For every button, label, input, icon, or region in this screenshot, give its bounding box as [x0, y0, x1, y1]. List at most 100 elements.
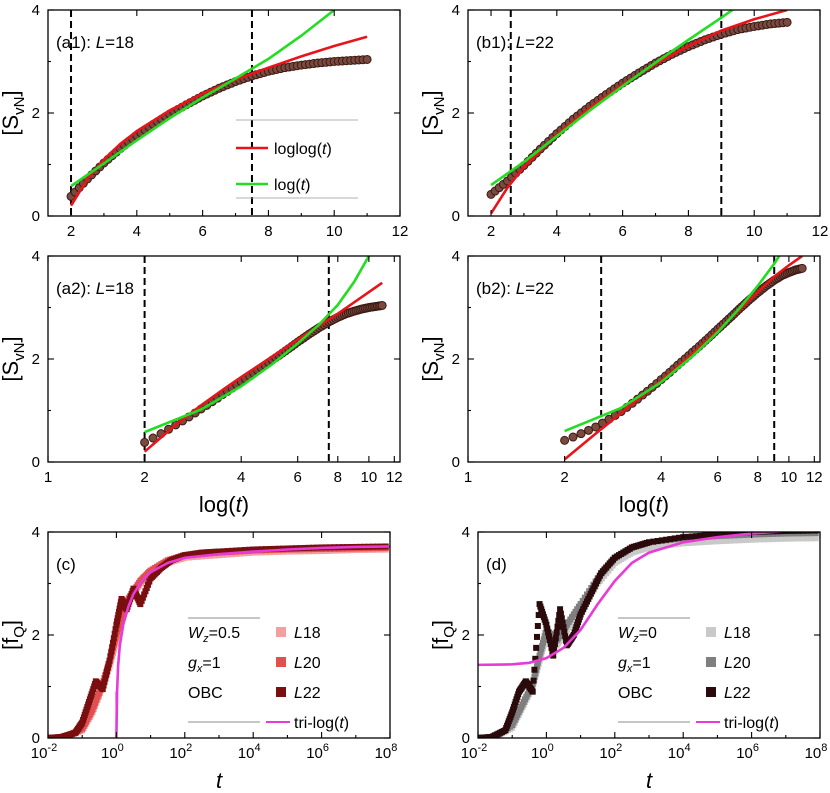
- data-point: [362, 54, 372, 64]
- param-wz: Wz=0: [618, 625, 657, 645]
- data-point: [740, 537, 747, 544]
- data-point: [581, 594, 588, 601]
- data-point: [109, 644, 116, 651]
- x-tick-label: 106: [736, 742, 759, 762]
- data-point: [710, 532, 717, 538]
- data-point: [663, 536, 670, 543]
- data-point: [95, 690, 102, 697]
- y-tick-label: 0: [32, 208, 40, 225]
- x-tick-label: 2: [560, 469, 568, 486]
- fit-line-green: [564, 256, 781, 433]
- y-tick-label: 4: [32, 2, 40, 19]
- data-point: [658, 542, 665, 549]
- legend-swatch: [276, 627, 286, 637]
- x-tick-label: 106: [306, 742, 329, 762]
- data-point: [108, 648, 115, 655]
- x-axis-label: log(t): [199, 492, 249, 517]
- data-point: [116, 605, 123, 612]
- data-point: [722, 537, 729, 544]
- legend-text: tri-log(: [724, 715, 770, 732]
- y-tick-label: 4: [32, 524, 40, 541]
- x-tick-label: 6: [294, 469, 302, 486]
- x-tick-exponent: 0: [118, 742, 124, 754]
- legend-italic: t: [769, 715, 774, 732]
- x-tick-label: 8: [334, 469, 342, 486]
- data-point: [804, 532, 811, 537]
- y-axis-label: [SvN]: [418, 336, 448, 381]
- x-tick-label: 100: [101, 742, 124, 762]
- legend-size: 20: [733, 655, 751, 672]
- data-point: [102, 675, 109, 682]
- data-point: [658, 537, 665, 544]
- data-point: [532, 655, 539, 662]
- legend-label: L22: [294, 685, 321, 702]
- legend-italic: t: [301, 177, 306, 194]
- param-subscript: x: [196, 663, 203, 675]
- y-tick-label: 0: [32, 730, 40, 747]
- data-point: [782, 535, 789, 542]
- legend-italic: t: [322, 141, 327, 158]
- data-point: [241, 547, 248, 554]
- data-point: [545, 633, 552, 640]
- data-point: [705, 532, 712, 539]
- y-label-text: [S: [0, 115, 23, 136]
- data-point: [534, 659, 541, 666]
- x-tick-label: 10: [361, 469, 378, 486]
- y-tick-label: 4: [32, 248, 40, 265]
- data-point: [547, 641, 554, 648]
- x-tick-label: 10: [781, 469, 798, 486]
- data-point: [769, 536, 776, 543]
- data-point: [577, 601, 584, 608]
- panel-label-text: (b1):: [476, 33, 516, 52]
- y-label-text: [f: [428, 637, 453, 650]
- x-tick-exponent: 4: [254, 742, 260, 754]
- data-point: [799, 535, 806, 542]
- legend-label: L18: [724, 625, 751, 642]
- plot-area-c: [48, 543, 390, 738]
- data-point: [541, 633, 548, 640]
- data-point: [693, 539, 700, 546]
- x-tick-label: 108: [805, 742, 828, 762]
- y-label-close: ]: [418, 336, 443, 342]
- data-point: [114, 615, 121, 622]
- data-point: [804, 532, 811, 534]
- panel-label-text: (b2):: [476, 279, 516, 298]
- data-point: [778, 532, 785, 537]
- panel-label-L: L: [96, 33, 105, 52]
- panel-label-text: (a1):: [56, 33, 96, 52]
- y-label-close: ]: [418, 90, 443, 96]
- x-tick-label: 12: [386, 469, 403, 486]
- y-axis-label: [SvN]: [418, 90, 448, 135]
- y-label-close: ]: [428, 620, 453, 626]
- param-symbol: g: [188, 655, 197, 672]
- data-point: [529, 688, 536, 695]
- data-point: [787, 535, 794, 542]
- data-point: [142, 588, 149, 595]
- data-point: [551, 646, 558, 653]
- param-boundary: OBC: [188, 685, 223, 702]
- param-value: =0: [639, 625, 657, 642]
- x-tick-label: 104: [238, 742, 261, 762]
- data-point: [654, 543, 661, 550]
- data-point: [584, 425, 594, 435]
- x-tick-label: 104: [668, 742, 691, 762]
- data-point: [103, 671, 110, 678]
- data-point: [774, 532, 781, 537]
- data-point: [675, 534, 682, 541]
- x-label-italic: t: [656, 492, 663, 517]
- plot-area-a2: [140, 256, 387, 462]
- data-point: [561, 628, 568, 635]
- data-point: [529, 680, 536, 687]
- data-point: [539, 642, 546, 649]
- legend-size: 20: [303, 655, 321, 672]
- fit-line-red: [69, 35, 368, 207]
- data-point: [536, 652, 543, 659]
- data-point: [576, 429, 586, 439]
- data-point: [718, 532, 725, 538]
- data-point: [148, 433, 158, 443]
- panel-label-L: L: [516, 279, 525, 298]
- data-point: [705, 538, 712, 545]
